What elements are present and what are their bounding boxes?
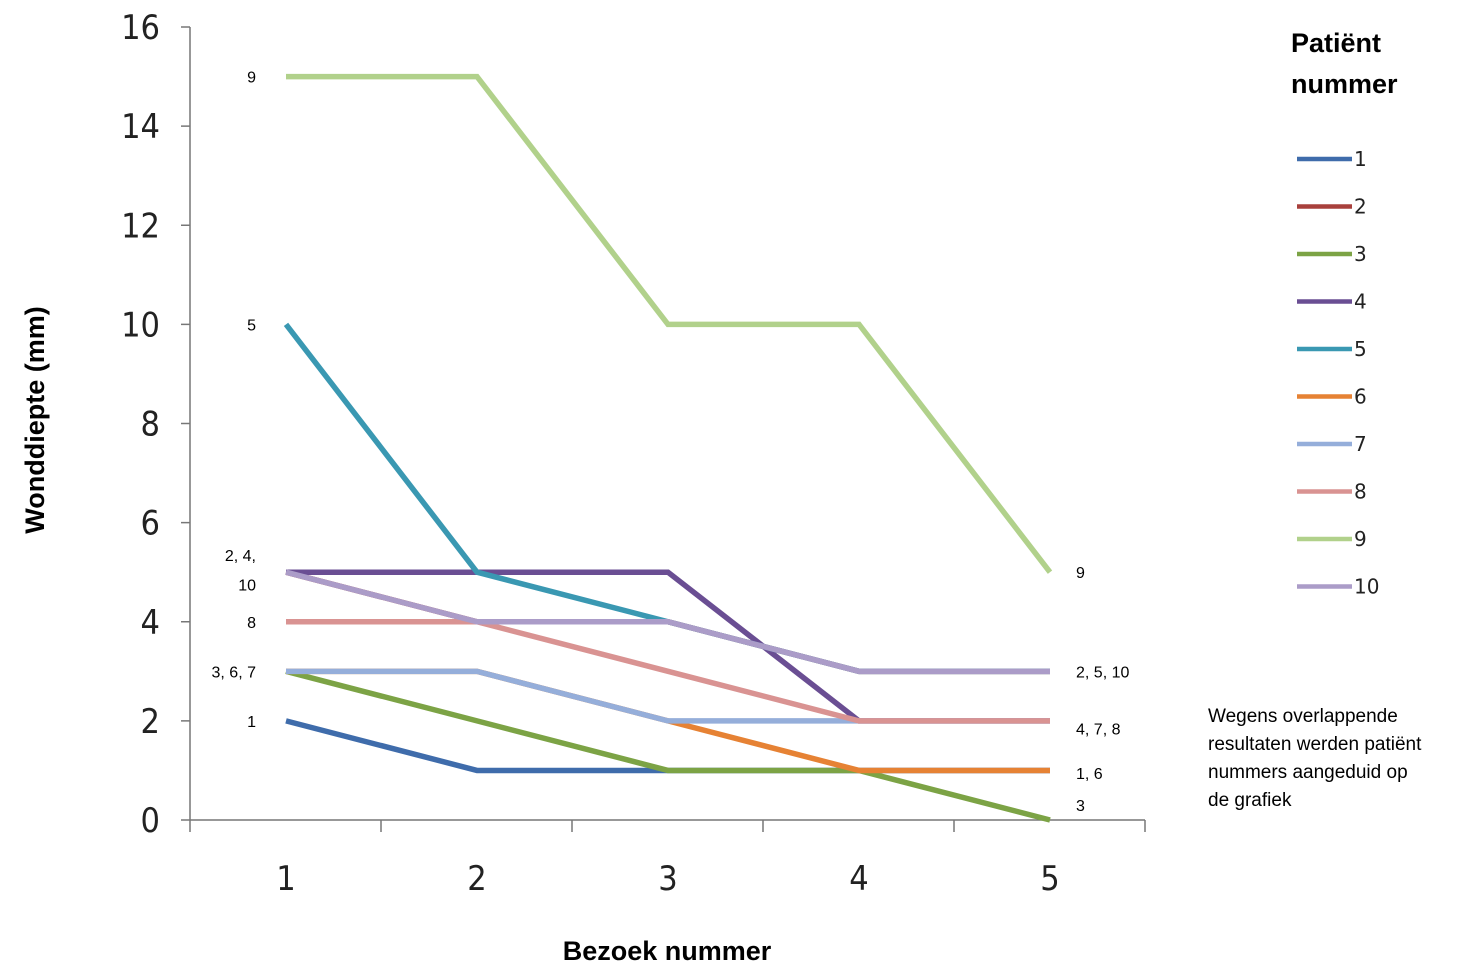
y-tick-label: 12: [121, 206, 160, 246]
x-axis-title: Bezoek nummer: [563, 936, 772, 966]
y-tick-label: 8: [141, 405, 160, 445]
x-tick-label: 1: [276, 859, 295, 899]
end-annotation: 3: [1076, 798, 1085, 815]
start-annotation: 3, 6, 7: [212, 664, 257, 681]
start-annotation: 1: [247, 714, 256, 731]
end-annotation: 1, 6: [1076, 766, 1103, 783]
legend-label-8: 8: [1354, 480, 1367, 504]
x-tick-label: 5: [1040, 859, 1059, 899]
series-layer: [283, 73, 1053, 823]
legend: Patiënt nummer 1 2 3 4 5 6 7 8 9 10: [1291, 28, 1398, 599]
x-tick-label: 3: [658, 859, 677, 899]
legend-label-10: 10: [1354, 575, 1379, 599]
legend-label-5: 5: [1354, 337, 1367, 361]
legend-label-6: 6: [1354, 385, 1367, 409]
legend-title: Patiënt: [1291, 28, 1381, 58]
annotations: 9 5 2, 4, 10 8 3, 6, 7 1 9 2, 5, 10 4, 7, 8 1, 6 3: [212, 70, 1130, 816]
x-tick-label: 4: [849, 859, 868, 899]
start-annotation: 10: [238, 578, 256, 595]
end-annotation: 9: [1076, 565, 1085, 582]
series-line-patient-10: [285, 569, 1050, 675]
legend-label-2: 2: [1354, 195, 1367, 219]
y-tick-label: 14: [121, 107, 160, 147]
y-tick-label: 10: [121, 305, 160, 345]
legend-label-9: 9: [1354, 527, 1367, 551]
start-annotation: 2, 4,: [225, 548, 256, 565]
end-annotation: 2, 5, 10: [1076, 664, 1129, 681]
x-tick-label: 2: [467, 859, 486, 899]
start-annotation: 8: [247, 615, 256, 632]
series-line-patient-1: [285, 718, 1050, 774]
series-line-patient-7: [286, 668, 1050, 724]
y-tick-label: 6: [141, 504, 160, 544]
legend-label-3: 3: [1354, 242, 1367, 266]
series-line-patient-3: [285, 668, 1051, 823]
end-annotation: 4, 7, 8: [1076, 721, 1121, 738]
y-axis-title: Wonddiepte (mm): [20, 306, 50, 533]
legend-label-4: 4: [1354, 290, 1367, 314]
series-line-patient-9: [286, 73, 1053, 574]
y-tick-label: 2: [141, 702, 160, 742]
start-annotation: 5: [247, 317, 256, 334]
start-annotation: 9: [247, 70, 256, 87]
legend-label-7: 7: [1354, 432, 1367, 456]
y-tick-label: 16: [121, 8, 160, 48]
y-tick-label: 4: [141, 603, 160, 643]
legend-label-1: 1: [1354, 147, 1367, 171]
series-line-patient-8: [286, 619, 1050, 724]
overlap-note: Wegens overlappende resultaten werden pa…: [1208, 706, 1422, 811]
y-tick-label: 0: [141, 801, 160, 841]
legend-title: nummer: [1291, 69, 1398, 99]
